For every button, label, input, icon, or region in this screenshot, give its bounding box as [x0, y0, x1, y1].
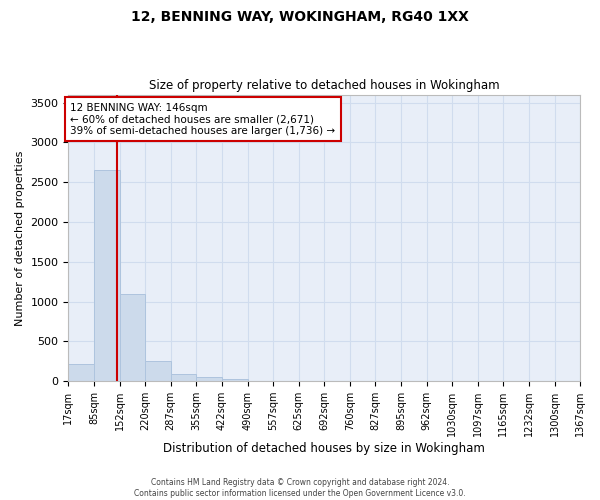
Bar [171, 374, 196, 381]
Bar [68, 364, 94, 381]
Title: Size of property relative to detached houses in Wokingham: Size of property relative to detached ho… [149, 79, 500, 92]
Bar [196, 377, 222, 381]
X-axis label: Distribution of detached houses by size in Wokingham: Distribution of detached houses by size … [163, 442, 485, 455]
Y-axis label: Number of detached properties: Number of detached properties [15, 150, 25, 326]
Text: 12, BENNING WAY, WOKINGHAM, RG40 1XX: 12, BENNING WAY, WOKINGHAM, RG40 1XX [131, 10, 469, 24]
Text: Contains HM Land Registry data © Crown copyright and database right 2024.
Contai: Contains HM Land Registry data © Crown c… [134, 478, 466, 498]
Bar [119, 294, 145, 381]
Text: 12 BENNING WAY: 146sqm
← 60% of detached houses are smaller (2,671)
39% of semi-: 12 BENNING WAY: 146sqm ← 60% of detached… [70, 102, 335, 136]
Bar [145, 361, 171, 381]
Bar [94, 170, 119, 381]
Bar [222, 379, 248, 381]
